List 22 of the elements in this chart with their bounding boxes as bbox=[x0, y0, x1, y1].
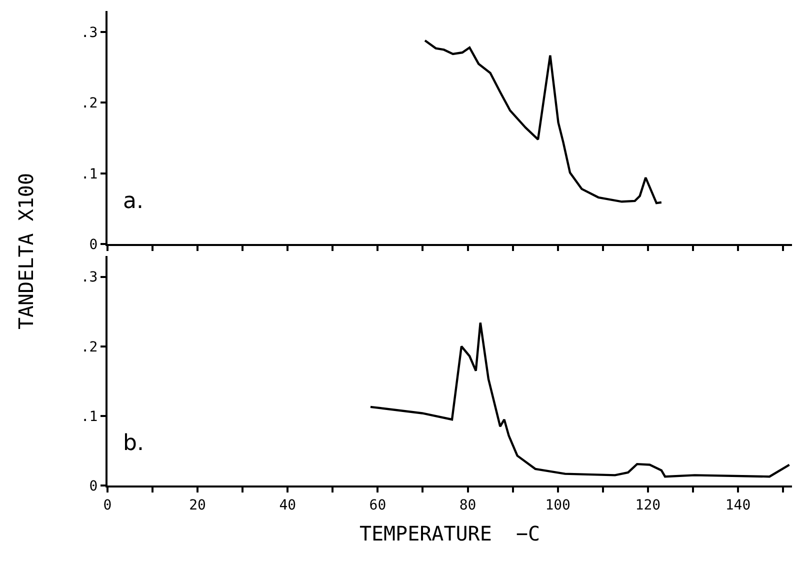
y-tick-label: .1 bbox=[80, 166, 98, 182]
y-tick-label: 0 bbox=[89, 478, 98, 495]
x-tick-label: 140 bbox=[725, 497, 751, 514]
x-tick-label: 120 bbox=[635, 497, 661, 514]
x-tick-label: 40 bbox=[279, 497, 296, 514]
y-tick-label: .2 bbox=[80, 339, 98, 356]
x-tick-label: 60 bbox=[369, 497, 386, 514]
x-tick-label: 100 bbox=[545, 497, 570, 514]
annotation: b. bbox=[123, 431, 144, 456]
y-tick-label: 0 bbox=[89, 236, 98, 253]
x-tick-label: 80 bbox=[459, 497, 476, 514]
y-tick-label: .2 bbox=[80, 96, 98, 112]
x-tick-label: 0 bbox=[103, 497, 112, 514]
y-axis-title: TANDELTA X100 bbox=[14, 172, 38, 330]
line-series bbox=[424, 39, 663, 204]
x-axis-title: TEMPERATURE −C bbox=[359, 521, 540, 546]
x-tick-label: 20 bbox=[189, 497, 206, 514]
y-tick-label: .3 bbox=[80, 24, 98, 41]
y-tick-label: .3 bbox=[80, 270, 98, 286]
annotation: a. bbox=[123, 189, 144, 214]
y-tick-label: .1 bbox=[80, 408, 98, 425]
line-series bbox=[369, 322, 790, 478]
